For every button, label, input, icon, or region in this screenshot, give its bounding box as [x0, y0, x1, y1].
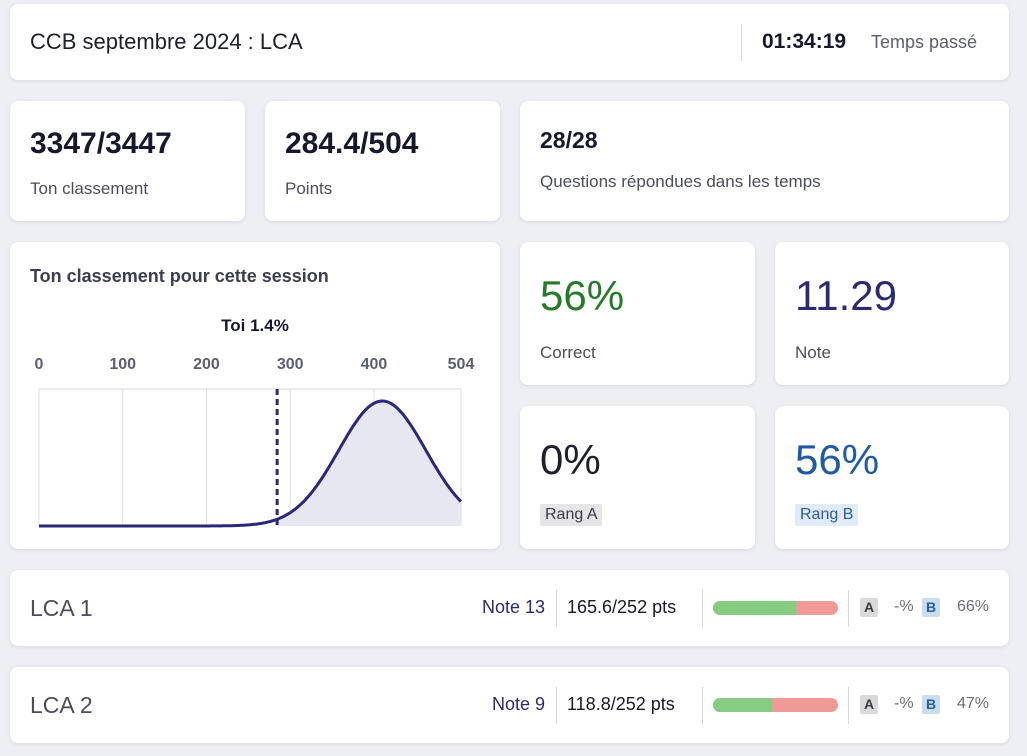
rang-a-percent: -%	[894, 598, 914, 615]
row-divider	[702, 687, 703, 724]
rank-value: 3347/3447	[30, 127, 172, 160]
page-title: CCB septembre 2024 : LCA	[30, 29, 303, 54]
questions-card: 28/28 Questions répondues dans les temps	[520, 101, 1009, 221]
ranking-chart-card: Ton classement pour cette session 0 100 20…	[10, 242, 500, 549]
x-tick-label: 200	[193, 356, 220, 373]
rang-a-percent: -%	[894, 695, 914, 712]
row-divider	[848, 590, 849, 627]
section-points: 165.6/252 pts	[567, 597, 677, 617]
correct-progress-bar	[713, 698, 838, 712]
row-divider	[848, 687, 849, 724]
rang-a-value: 0%	[540, 436, 601, 483]
points-label: Points	[285, 179, 333, 198]
distribution-curve	[39, 399, 463, 528]
ranking-distribution-chart: 0 100 200 300 400 504 Toi 1.4%	[35, 316, 475, 528]
row-divider	[702, 590, 703, 627]
rang-b-card: 56% Rang B	[775, 406, 1009, 549]
rank-label: Ton classement	[30, 179, 149, 198]
row-divider	[556, 590, 557, 627]
rang-a-badge: A	[860, 695, 878, 714]
x-tick-label: 300	[277, 356, 304, 373]
rank-card: 3347/3447 Ton classement	[10, 101, 245, 221]
note-label: Note	[795, 343, 831, 362]
section-note: Note 9	[491, 694, 545, 714]
chart-title: Ton classement pour cette session	[30, 266, 329, 286]
elapsed-time: 01:34:19	[762, 30, 847, 53]
header-divider	[741, 24, 742, 61]
points-card: 284.4/504 Points	[265, 101, 500, 221]
correct-progress-fill	[713, 601, 796, 615]
note-value: 11.29	[795, 272, 897, 319]
rang-a-chip: Rang A	[540, 504, 603, 526]
rang-a-card: 0% Rang A	[520, 406, 755, 549]
section-name: LCA 2	[30, 692, 93, 718]
correct-progress-bar	[713, 601, 838, 615]
rang-b-chip: Rang B	[795, 504, 859, 526]
session-header: CCB septembre 2024 : LCA 01:34:19 Temps …	[10, 4, 1009, 80]
correct-value: 56%	[540, 272, 625, 319]
x-tick-label: 400	[361, 356, 388, 373]
note-card: 11.29 Note	[775, 242, 1009, 385]
row-divider	[556, 687, 557, 724]
rang-b-badge: B	[922, 695, 940, 714]
section-row-lca-2[interactable]: LCA 2 Note 9 118.8/252 pts A -% B 47%	[10, 667, 1009, 743]
x-tick-label: 504	[448, 356, 475, 373]
correct-label: Correct	[540, 343, 596, 362]
x-tick-label: 0	[35, 356, 44, 373]
rang-b-percent: 66%	[957, 598, 990, 615]
rang-b-value: 56%	[795, 436, 880, 483]
section-name: LCA 1	[30, 595, 93, 621]
section-row-lca-1[interactable]: LCA 1 Note 13 165.6/252 pts A -% B 66%	[10, 570, 1009, 646]
rang-b-percent: 47%	[957, 695, 990, 712]
section-note: Note 13	[481, 597, 545, 617]
elapsed-time-label: Temps passé	[871, 32, 978, 52]
questions-label: Questions répondues dans les temps	[540, 172, 821, 191]
x-tick-label: 100	[109, 356, 136, 373]
rang-a-badge: A	[860, 598, 878, 617]
marker-label: Toi 1.4%	[221, 316, 289, 335]
correct-progress-fill	[713, 698, 772, 712]
questions-value: 28/28	[540, 127, 598, 153]
rang-b-badge: B	[922, 598, 940, 617]
section-points: 118.8/252 pts	[567, 694, 675, 714]
correct-card: 56% Correct	[520, 242, 755, 385]
points-value: 284.4/504	[285, 127, 419, 160]
